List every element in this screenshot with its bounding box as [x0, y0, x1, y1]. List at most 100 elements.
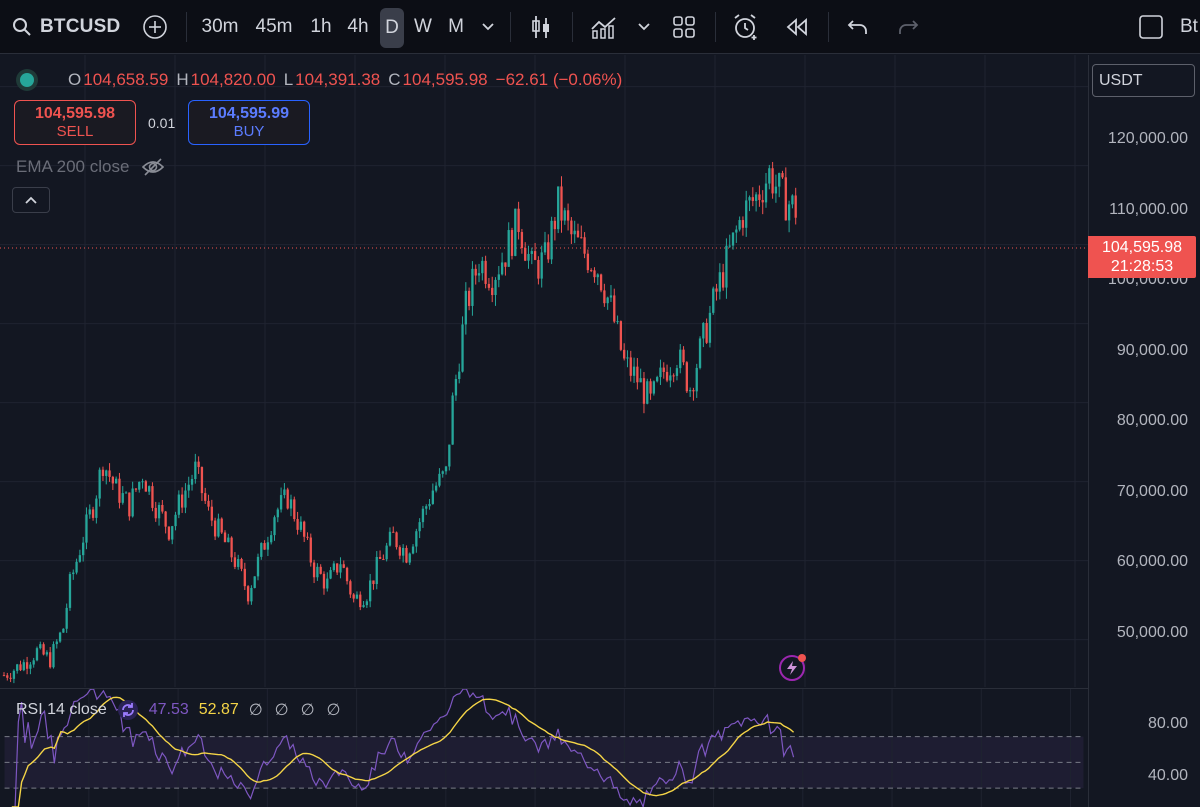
- layout-button[interactable]: [670, 8, 698, 46]
- candle-body: [464, 290, 467, 325]
- replay-button[interactable]: [782, 8, 812, 46]
- sell-price: 104,595.98: [34, 105, 116, 122]
- candle-body: [698, 338, 702, 368]
- alert-button[interactable]: [730, 8, 762, 46]
- eye-off-icon[interactable]: [141, 157, 165, 177]
- candle-body: [623, 349, 626, 359]
- timeframe-m[interactable]: M: [448, 16, 464, 37]
- open-value: 104,658.59: [83, 70, 169, 89]
- rsi-grid: [88, 689, 1072, 807]
- price-chart[interactable]: [0, 55, 1088, 687]
- candle-body: [345, 567, 349, 582]
- candle-body: [42, 644, 45, 655]
- candle-body: [642, 378, 646, 404]
- timeframe-1h[interactable]: 1h: [310, 16, 332, 37]
- ema-indicator-legend[interactable]: EMA 200 close: [16, 157, 165, 177]
- buy-price: 104,595.99: [208, 105, 290, 122]
- candle-body: [75, 561, 78, 573]
- candle-body: [451, 395, 454, 445]
- candle-body: [728, 245, 731, 247]
- candle-body: [250, 587, 253, 602]
- order-quantity[interactable]: 0.01: [148, 115, 176, 131]
- candle-body: [787, 204, 791, 221]
- candle-body: [748, 197, 751, 201]
- candle-body: [718, 272, 721, 292]
- candle-body: [111, 476, 115, 484]
- indicators-dropdown[interactable]: [633, 8, 655, 46]
- timeframe-dropdown[interactable]: [476, 8, 500, 46]
- rsi-ma-value: 52.87: [198, 701, 239, 718]
- candle-body: [754, 194, 758, 201]
- candle-body: [672, 375, 675, 377]
- buy-button[interactable]: 104,595.99 BUY: [188, 100, 310, 145]
- candle-body: [283, 489, 286, 496]
- indicators-button[interactable]: [588, 8, 620, 46]
- candle-body: [217, 518, 220, 537]
- candle-body: [768, 168, 771, 184]
- rsi-legend[interactable]: RSI 14 close 47.53 52.87 ∅ ∅ ∅ ∅: [16, 699, 353, 721]
- candle-body: [616, 321, 619, 323]
- candle-body: [378, 556, 382, 559]
- candle-body: [543, 242, 547, 253]
- candle-body: [131, 488, 134, 517]
- chart-type-button[interactable]: [526, 8, 556, 46]
- timeframe-45m[interactable]: 45m: [255, 16, 293, 37]
- candle-body: [293, 499, 296, 520]
- candle-body: [580, 237, 583, 239]
- price-scale[interactable]: 120,000.00 110,000.00 100,000.00 90,000.…: [1088, 55, 1200, 807]
- rsi-pane[interactable]: [0, 688, 1088, 807]
- candle-body: [504, 262, 507, 267]
- candle-body: [339, 564, 342, 573]
- fullscreen-button[interactable]: [1136, 8, 1166, 46]
- redo-button[interactable]: [894, 8, 922, 46]
- add-symbol-button[interactable]: [140, 8, 170, 46]
- chevron-down-icon: [638, 23, 650, 31]
- lightning-icon: [787, 661, 797, 675]
- candle-body: [751, 197, 754, 201]
- undo-button[interactable]: [844, 8, 872, 46]
- candle-body: [467, 290, 471, 306]
- candle-body: [655, 377, 659, 382]
- candle-body: [369, 580, 372, 602]
- symbol-search-button[interactable]: BTCUSD: [12, 8, 120, 46]
- chevron-down-icon: [482, 23, 494, 31]
- candle-body: [2, 675, 6, 677]
- candle-body: [312, 562, 316, 578]
- candle-body: [362, 605, 365, 608]
- timeframe-30m[interactable]: 30m: [201, 16, 239, 37]
- candle-body: [95, 498, 98, 518]
- buy-label: BUY: [233, 123, 265, 140]
- price-tick: 80,000.00: [1116, 412, 1188, 429]
- timeframe-w[interactable]: W: [414, 16, 432, 37]
- currency-select[interactable]: USDT: [1092, 64, 1195, 97]
- candle-body: [576, 230, 580, 238]
- collapse-legend-button[interactable]: [12, 187, 50, 213]
- flash-icon-button[interactable]: [779, 654, 806, 681]
- candle-body: [141, 481, 144, 483]
- candle-body: [665, 371, 669, 381]
- candle-body: [303, 521, 306, 537]
- candle-body: [365, 601, 369, 606]
- candle-body: [138, 481, 141, 490]
- candle-body: [147, 486, 151, 492]
- candle-body: [296, 519, 299, 530]
- timeframe-d[interactable]: D: [380, 8, 404, 48]
- refresh-icon[interactable]: [117, 699, 139, 721]
- candle-body: [537, 259, 540, 279]
- candle-body: [246, 586, 250, 602]
- indicators-icon: [591, 17, 616, 39]
- candle-body: [49, 652, 52, 668]
- candle-body: [78, 555, 82, 562]
- price-tick: 60,000.00: [1116, 553, 1188, 570]
- candle-body: [659, 367, 662, 378]
- candle-body: [507, 230, 510, 267]
- candle-body: [124, 492, 128, 494]
- sell-button[interactable]: 104,595.98 SELL: [14, 100, 136, 145]
- symbol-tab-partial[interactable]: Bt: [1180, 16, 1198, 37]
- timeframe-4h[interactable]: 4h: [347, 16, 369, 37]
- candle-body: [702, 322, 705, 339]
- candle-body: [596, 274, 599, 278]
- candle-body: [187, 484, 190, 491]
- market-status-dot[interactable]: [20, 73, 34, 87]
- candle-body: [299, 521, 303, 530]
